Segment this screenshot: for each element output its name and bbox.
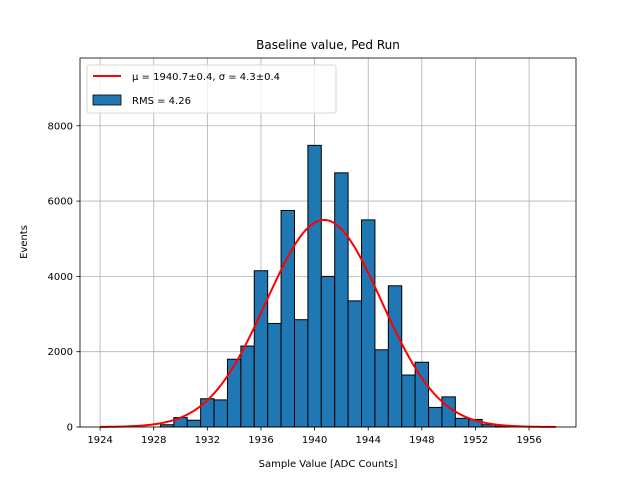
- x-tick-label: 1944: [355, 435, 380, 446]
- histogram-bar: [213, 399, 228, 428]
- histogram-bar: [428, 406, 443, 428]
- gaussian-fit: [100, 218, 556, 428]
- x-axis-label: Sample Value [ADC Counts]: [259, 459, 398, 470]
- legend-fit-label: μ = 1940.7±0.4, σ = 4.3±0.4: [132, 72, 280, 83]
- histogram-bar: [387, 285, 403, 428]
- histogram-bar: [293, 319, 309, 428]
- x-tick-label: 1932: [195, 435, 220, 446]
- x-tick-label: 1940: [302, 435, 327, 446]
- histogram-bar: [267, 322, 282, 428]
- y-tick-label: 2000: [48, 347, 73, 358]
- y-tick-label: 6000: [48, 197, 73, 208]
- histogram-bar: [361, 219, 376, 428]
- histogram-bars: [159, 144, 510, 428]
- histogram-bar: [320, 275, 336, 428]
- histogram-bar: [441, 396, 456, 428]
- x-tick-label: 1956: [516, 435, 541, 446]
- histogram-bar: [374, 349, 389, 428]
- histogram-bar: [226, 358, 242, 428]
- histogram-bar: [240, 345, 255, 428]
- x-tick-label: 1952: [463, 435, 488, 446]
- histogram-bar: [280, 209, 295, 428]
- y-tick-label: 4000: [48, 272, 73, 283]
- y-tick-label: 0: [67, 423, 73, 434]
- histogram-bar: [401, 374, 416, 428]
- x-tick-label: 1928: [141, 435, 166, 446]
- histogram-bar: [186, 419, 202, 428]
- chart-title: Baseline value, Ped Run: [256, 38, 400, 52]
- x-tick-label: 1936: [248, 435, 273, 446]
- y-axis-ticks: 0 2000 4000 6000 8000: [48, 121, 80, 434]
- x-tick-label: 1948: [409, 435, 434, 446]
- x-axis-ticks: 1924 1928 1932 1936 1940 1944 1948 1952 1956: [87, 427, 542, 446]
- y-tick-label: 8000: [48, 121, 73, 132]
- gaussian-fit-curve: [100, 218, 556, 428]
- histogram-bar: [347, 300, 363, 428]
- y-axis-label: Events: [19, 225, 30, 259]
- legend: μ = 1940.7±0.4, σ = 4.3±0.4 RMS = 4.26: [86, 64, 337, 114]
- legend-box: [86, 64, 337, 114]
- x-tick-label: 1924: [87, 435, 112, 446]
- legend-bar-swatch: [92, 94, 122, 106]
- histogram-bar: [253, 270, 269, 428]
- axes-frame: [79, 57, 577, 428]
- histogram-bar: [454, 417, 470, 428]
- histogram-bar: [307, 144, 322, 428]
- histogram-bar: [200, 398, 215, 428]
- legend-series-label: RMS = 4.26: [132, 96, 191, 107]
- histogram-bar: [334, 172, 349, 428]
